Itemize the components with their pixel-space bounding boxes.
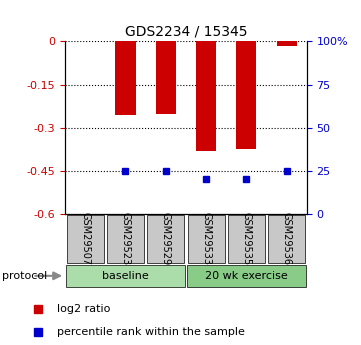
FancyBboxPatch shape: [187, 215, 225, 263]
FancyBboxPatch shape: [147, 215, 184, 263]
Text: GSM29507: GSM29507: [80, 213, 90, 265]
Bar: [277, 41, 297, 46]
Title: GDS2234 / 15345: GDS2234 / 15345: [125, 25, 247, 39]
Text: protocol: protocol: [2, 271, 47, 281]
FancyBboxPatch shape: [66, 215, 104, 263]
Text: 20 wk exercise: 20 wk exercise: [205, 271, 288, 281]
Text: baseline: baseline: [102, 271, 149, 281]
Text: GSM29536: GSM29536: [282, 213, 292, 265]
Text: percentile rank within the sample: percentile rank within the sample: [57, 327, 245, 337]
FancyBboxPatch shape: [228, 215, 265, 263]
Text: GSM29529: GSM29529: [161, 213, 171, 265]
Bar: [156, 41, 176, 114]
Bar: [116, 41, 135, 115]
FancyBboxPatch shape: [268, 215, 305, 263]
Text: GSM29535: GSM29535: [242, 213, 251, 265]
Text: GSM29533: GSM29533: [201, 213, 211, 265]
FancyBboxPatch shape: [66, 265, 185, 287]
Bar: [236, 41, 256, 149]
Bar: [196, 41, 216, 151]
Text: log2 ratio: log2 ratio: [57, 304, 110, 314]
Text: GSM29523: GSM29523: [121, 213, 130, 265]
FancyBboxPatch shape: [107, 215, 144, 263]
FancyBboxPatch shape: [187, 265, 306, 287]
